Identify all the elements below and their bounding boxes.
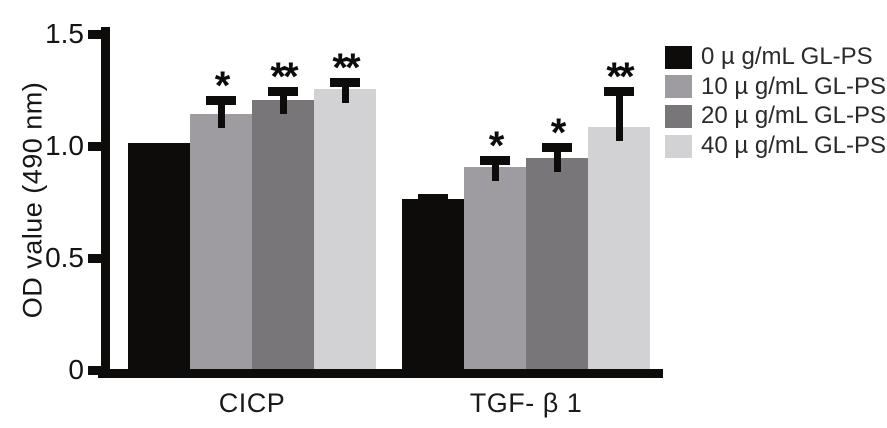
error-bar-stem-cicp-20ug [279,95,287,115]
bar-tgfb1-20ug [526,158,588,369]
significance-marker-tgfb1-10ug: * [488,124,504,169]
x-axis-line [98,369,663,378]
legend-label-20ug: 20 µ g/mL GL-PS [701,102,887,130]
error-bar-stem-tgfb1-40ug [615,95,623,142]
y-tick [88,29,101,39]
error-bar-cap-cicp-40ug [330,77,360,87]
error-bar-cap-tgfb1-40ug [604,86,634,96]
error-bar-cap-tgfb1-10ug [480,156,510,166]
error-bar-cap-tgfb1-0ug [418,194,448,204]
error-bar-stem-tgfb1-10ug [491,165,499,182]
y-tick-label: 0 [68,354,84,385]
bar-tgfb1-40ug [588,127,650,369]
legend-swatch-10ug [665,75,692,99]
error-bar-stem-cicp-10ug [217,104,225,128]
legend-label-0ug: 0 µ g/mL GL-PS [701,43,873,70]
error-bar-cap-cicp-20ug [268,86,298,96]
error-bar-stem-cicp-40ug [341,86,349,103]
y-tick-label: 0.5 [45,242,84,273]
bar-cicp-10ug [190,113,252,369]
legend-swatch-20ug [665,104,692,128]
significance-marker-cicp-10ug: * [214,63,230,108]
significance-marker-tgfb1-20ug: * [550,110,566,155]
legend-item-0ug: 0 µ g/mL GL-PS [665,45,873,69]
y-tick [88,141,101,151]
y-axis-line [101,27,110,378]
error-bar-stem-tgfb1-20ug [553,151,561,173]
legend-item-10ug: 10 µ g/mL GL-PS [665,72,887,100]
legend-label-40ug: 40 µ g/mL GL-PS [701,132,887,160]
y-axis-title: OD value (490 nm) [17,81,48,319]
significance-marker-tgfb1-40ug: ** [606,54,634,99]
x-category-label: TGF- β 1 [469,388,583,418]
legend-label-10ug: 10 µ g/mL GL-PS [701,72,887,100]
significance-marker-cicp-40ug: ** [332,45,360,90]
bar-cicp-20ug [252,100,314,369]
legend-swatch-40ug [665,134,692,158]
legend-item-20ug: 20 µ g/mL GL-PS [665,104,886,128]
error-bar-cap-tgfb1-20ug [542,142,572,152]
bar-cicp-40ug [314,89,376,369]
significance-marker-cicp-20ug: ** [270,54,298,99]
y-tick-label: 1.5 [45,18,84,49]
y-tick-label: 1.0 [45,130,84,161]
y-tick [88,365,101,375]
error-bar-stem-tgfb1-0ug [429,203,437,213]
legend-item-40ug: 40 µ g/mL GL-PS [665,134,886,158]
y-tick [88,253,101,263]
bar-tgfb1-10ug [464,167,526,369]
legend-swatch-0ug [665,45,692,69]
bar-tgfb1-0ug [402,198,464,369]
x-category-label: CICP [218,388,286,418]
error-bar-cap-cicp-10ug [206,95,236,105]
bar-cicp-0ug [128,142,190,369]
